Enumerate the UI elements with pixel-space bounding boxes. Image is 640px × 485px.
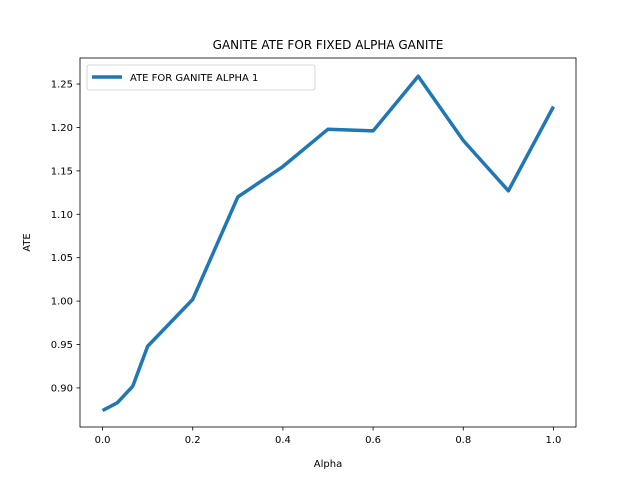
legend-frame [86, 64, 316, 91]
x-axis: 0.0 0.2 0.4 0.6 0.8 1.0 [95, 427, 562, 446]
y-tick-label: 1.05 [51, 253, 73, 264]
y-axis: 0.90 0.95 1.00 1.05 1.10 1.15 1.20 1.25 [51, 80, 80, 394]
x-tick-label: 0.8 [455, 435, 471, 446]
x-tick-label: 0.4 [275, 435, 291, 446]
x-tick-label: 0.2 [185, 435, 201, 446]
x-tick-label: 0.0 [95, 435, 111, 446]
legend-label: ATE FOR GANITE ALPHA 1 [130, 73, 258, 84]
y-tick-label: 1.10 [51, 210, 73, 221]
y-tick-label: 0.95 [51, 340, 73, 351]
y-axis-label: ATE [22, 233, 33, 252]
y-tick-label: 1.20 [51, 123, 73, 134]
y-tick-label: 1.25 [51, 80, 73, 91]
y-tick-label: 1.15 [51, 166, 73, 177]
y-tick-label: 0.90 [51, 383, 73, 394]
plot-area [79, 57, 577, 428]
legend: ATE FOR GANITE ALPHA 1 [86, 64, 316, 91]
chart-title: GANITE ATE FOR FIXED ALPHA GANITE [213, 38, 444, 52]
x-tick-label: 1.0 [546, 435, 562, 446]
series-line [101, 74, 555, 413]
x-axis-label: Alpha [314, 459, 342, 470]
series-layer [101, 74, 555, 413]
x-tick-label: 0.6 [365, 435, 381, 446]
plot-frame [79, 57, 577, 428]
y-tick-label: 1.00 [51, 297, 73, 308]
